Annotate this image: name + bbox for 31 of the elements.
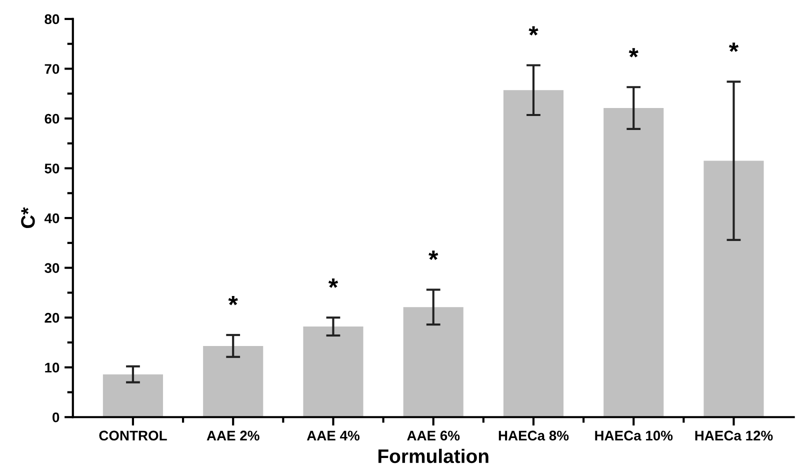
y-tick-label: 60 [44, 114, 60, 124]
bar [203, 346, 264, 418]
bar [102, 374, 164, 418]
annotation: * [228, 296, 238, 306]
x-tick-label: AAE 4% [306, 430, 360, 440]
annotation: * [428, 250, 438, 260]
y-tick-label: 20 [44, 312, 60, 323]
bar [704, 160, 764, 418]
bar [604, 108, 664, 418]
y-tick-label: 80 [44, 14, 60, 24]
y-tick-label: 40 [44, 213, 60, 224]
x-tick-label: AAE 6% [407, 430, 460, 441]
annotation: * [628, 48, 638, 58]
y-tick-label: 0 [52, 412, 60, 422]
y-tick-label: 10 [45, 362, 60, 373]
y-tick-label: 50 [44, 164, 60, 174]
x-axis-title: Formulation [378, 448, 488, 464]
annotation: * [728, 42, 739, 52]
x-tick-label: CONTROL [99, 430, 167, 441]
y-tick-label: 30 [44, 263, 60, 273]
y-tick-label: 70 [44, 64, 60, 74]
bar [503, 90, 564, 418]
annotation: * [528, 26, 538, 36]
annotation: * [328, 278, 338, 288]
y-axis-title: C* [21, 207, 35, 228]
x-tick-label: AAE 2% [206, 430, 260, 440]
bar [303, 326, 364, 418]
bar [403, 307, 464, 418]
x-tick-label: HAECa 8% [498, 430, 569, 441]
x-tick-label: HAECa 12% [695, 430, 773, 441]
x-tick-label: HAECa 10% [595, 430, 673, 441]
